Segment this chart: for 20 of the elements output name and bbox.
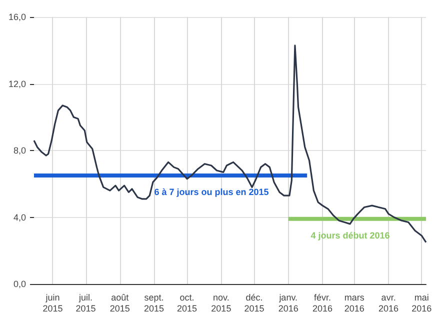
series-label: 6 à 7 jours ou plus en 2015 bbox=[154, 187, 269, 198]
series-label: 4 jours début 2016 bbox=[310, 230, 390, 240]
x-tick-label: mars 2016 bbox=[344, 292, 365, 314]
y-tick-label: 12,0 bbox=[8, 78, 26, 89]
x-tick-label: août 2015 bbox=[110, 292, 130, 314]
x-tick-label: déc. 2015 bbox=[244, 292, 264, 314]
x-tick-label: juin 2015 bbox=[42, 292, 63, 314]
x-tick-label: mai 2016 bbox=[412, 292, 432, 314]
x-tick-label: juil. 2015 bbox=[76, 292, 96, 314]
y-tick-label: 8,0 bbox=[13, 146, 26, 156]
x-tick-label: avr. 2016 bbox=[378, 292, 399, 314]
y-tick-label: 16,0 bbox=[8, 12, 26, 22]
y-tick-label: 4,0 bbox=[13, 212, 26, 222]
x-tick-label: nov. 2015 bbox=[211, 292, 232, 314]
y-tick-label: 0,0 bbox=[13, 279, 26, 289]
line-series bbox=[33, 44, 427, 244]
x-tick-label: oct. 2015 bbox=[177, 292, 198, 314]
x-tick-label: févr. 2016 bbox=[312, 292, 333, 314]
x-tick-label: janv. 2016 bbox=[278, 292, 298, 314]
x-tick-label: sept. 2015 bbox=[144, 292, 164, 314]
